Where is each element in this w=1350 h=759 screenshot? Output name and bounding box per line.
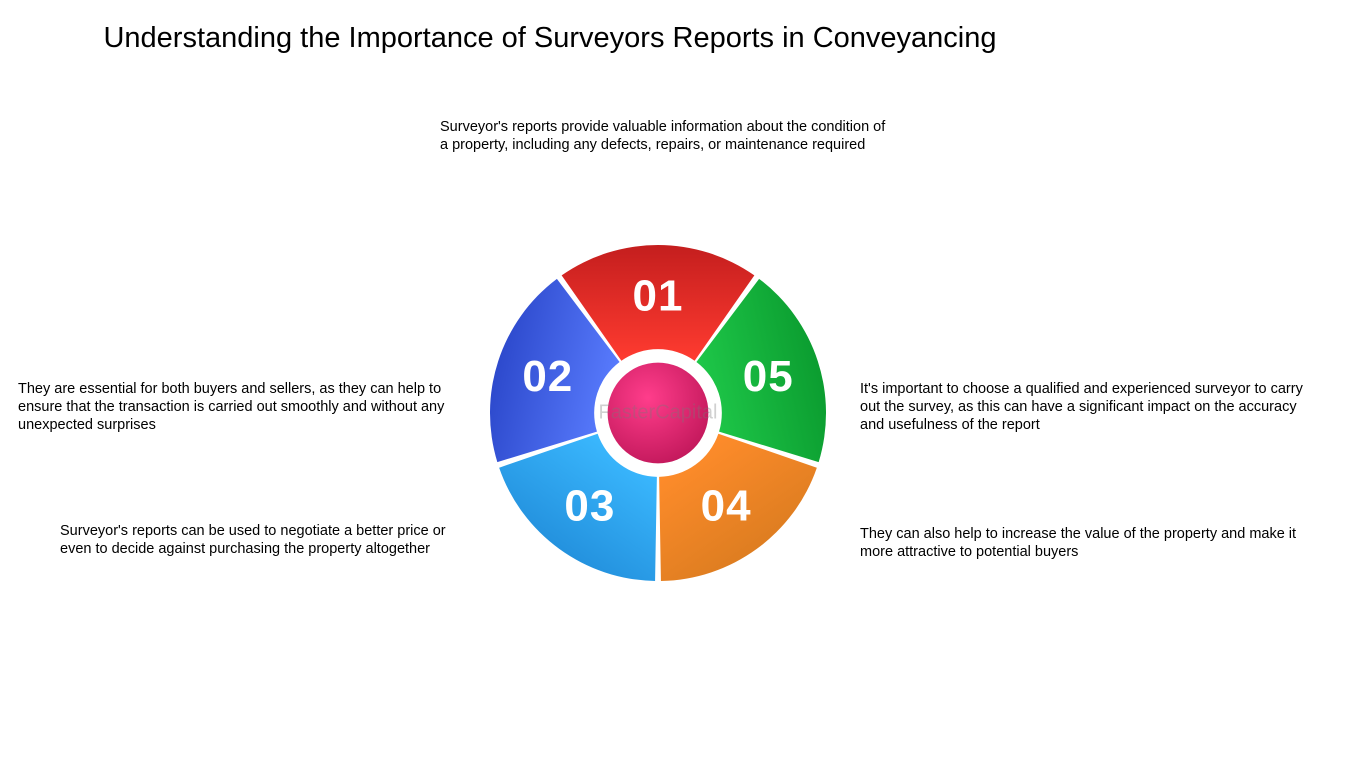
callout-05: It's important to choose a qualified and… (860, 380, 1315, 434)
donut-svg: 01 02 03 04 05 (490, 245, 826, 581)
callout-01: Surveyor's reports provide valuable info… (440, 118, 890, 154)
segment-number-04: 04 (701, 481, 752, 530)
callout-03: Surveyor's reports can be used to negoti… (60, 522, 480, 558)
callout-02: They are essential for both buyers and s… (18, 380, 468, 434)
callout-04: They can also help to increase the value… (860, 525, 1320, 561)
page-title: Understanding the Importance of Surveyor… (0, 22, 1100, 55)
segment-number-02: 02 (522, 352, 573, 401)
segment-number-03: 03 (564, 481, 615, 530)
center-circle (608, 363, 709, 464)
donut-chart: 0102030405 FasterCapital (490, 245, 826, 581)
segment-number-01: 01 (633, 272, 684, 321)
segment-number-05: 05 (743, 352, 794, 401)
